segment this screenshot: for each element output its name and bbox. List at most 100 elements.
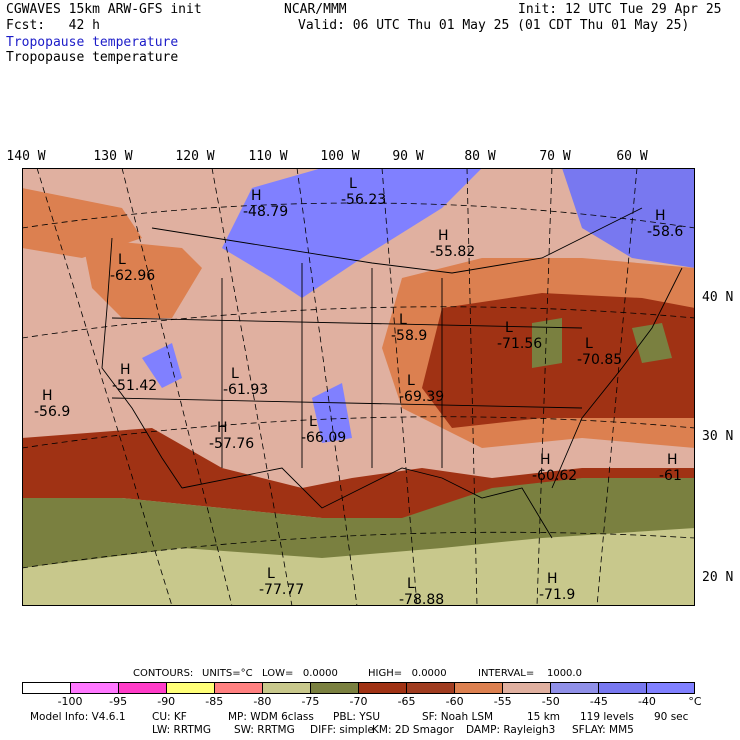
- color-bar-tick: -90: [157, 695, 176, 708]
- color-bar-tick: -45: [589, 695, 608, 708]
- map-label-letter: H: [540, 452, 551, 468]
- color-swatch: [311, 683, 359, 693]
- map-label-value: -69.39: [399, 389, 444, 405]
- field-title-1: Tropopause temperature: [6, 35, 179, 50]
- color-swatch: [71, 683, 119, 693]
- model-info-item: DAMP: Rayleigh3: [466, 724, 556, 736]
- field-title-2: Tropopause temperature: [6, 50, 179, 65]
- lat-label: 40 N: [702, 290, 734, 305]
- map-label-value: -58.9: [391, 328, 427, 344]
- color-swatch: [167, 683, 215, 693]
- map-label-letter: H: [438, 228, 449, 244]
- lat-label: 20 N: [702, 570, 734, 585]
- lon-label: 110 W: [248, 149, 288, 164]
- color-bar-tick: -60: [445, 695, 464, 708]
- lon-label: 140 W: [6, 149, 46, 164]
- map-label-letter: H: [42, 388, 53, 404]
- contours-low: LOW= 0.0000: [262, 668, 338, 679]
- map-label-letter: L: [585, 336, 593, 352]
- map-label-value: -66.09: [301, 430, 346, 446]
- contours-label: CONTOURS:: [133, 668, 194, 679]
- zone-pacific-nw: [82, 238, 202, 318]
- valid-time: Valid: 06 UTC Thu 01 May 25 (01 CDT Thu …: [298, 18, 690, 33]
- color-bar-tick: -100: [57, 695, 83, 708]
- zone-east-green: [532, 318, 562, 368]
- color-bar-tick: -40: [637, 695, 656, 708]
- color-swatch: [119, 683, 167, 693]
- map-label-value: -48.79: [243, 204, 288, 220]
- lon-label: 60 W: [616, 149, 648, 164]
- map-label-value: -61: [659, 468, 682, 484]
- zone-atlantic-blue: [562, 168, 695, 268]
- model-info-item: 90 sec: [654, 711, 689, 723]
- color-swatch: [551, 683, 599, 693]
- map-label-letter: H: [667, 452, 678, 468]
- tropopause-temperature-map: L-56.23H-48.79H-55.82L-62.96H-58.6L-58.9…: [22, 168, 695, 606]
- map-label-value: -56.23: [341, 192, 386, 208]
- lon-label: 70 W: [539, 149, 571, 164]
- zone-east-green-2: [632, 323, 672, 363]
- zone-tropics-tan: [22, 528, 695, 606]
- model-info-item: MP: WDM 6class: [228, 711, 314, 723]
- model-info-item: Model Info: V4.6.1: [30, 711, 126, 723]
- map-frame: [22, 168, 695, 606]
- map-label-letter: L: [407, 576, 415, 592]
- map-label-letter: L: [231, 366, 239, 382]
- map-label-value: -77.77: [259, 582, 304, 598]
- color-bar-tick: -70: [349, 695, 368, 708]
- contours-high: HIGH= 0.0000: [368, 668, 447, 679]
- coastlines-borders: [101, 207, 683, 539]
- color-bar-tick: -85: [205, 695, 224, 708]
- map-label-value: -78.88: [399, 592, 444, 606]
- color-swatch: [23, 683, 71, 693]
- color-bar-tick: -75: [301, 695, 320, 708]
- map-label-letter: L: [118, 252, 126, 268]
- init-time: Init: 12 UTC Tue 29 Apr 25: [518, 2, 722, 17]
- map-label-letter: L: [407, 373, 415, 389]
- lon-label: 90 W: [392, 149, 424, 164]
- model-info-item: 15 km: [527, 711, 561, 723]
- zone-great-basin-blue: [142, 343, 182, 388]
- map-label-letter: L: [505, 320, 513, 336]
- map-label-value: -62.96: [110, 268, 155, 284]
- org-label: NCAR/MMM: [284, 2, 347, 17]
- map-label-value: -57.76: [209, 436, 254, 452]
- map-label-value: -51.42: [112, 378, 157, 394]
- color-bar-tick: -95: [109, 695, 128, 708]
- lat-lon-grid: [22, 168, 695, 606]
- model-info-item: SF: Noah LSM: [422, 711, 494, 723]
- lon-label: 120 W: [175, 149, 215, 164]
- model-info-item: SFLAY: MM5: [572, 724, 634, 736]
- map-label-letter: H: [251, 188, 262, 204]
- lat-label: 30 N: [702, 429, 734, 444]
- color-swatch: [407, 683, 455, 693]
- color-swatch: [503, 683, 551, 693]
- color-swatch: [215, 683, 263, 693]
- lon-label: 80 W: [464, 149, 496, 164]
- color-swatch: [455, 683, 503, 693]
- map-label-letter: L: [399, 312, 407, 328]
- contours-units: UNITS=°C: [202, 668, 253, 679]
- map-label-letter: L: [267, 566, 275, 582]
- color-bar-tick: °C: [688, 695, 702, 708]
- color-swatch: [599, 683, 647, 693]
- map-label-letter: L: [309, 414, 317, 430]
- color-swatch: [647, 683, 694, 693]
- map-label-value: -61.93: [223, 382, 268, 398]
- map-label-value: -60.62: [532, 468, 577, 484]
- lon-label: 130 W: [93, 149, 133, 164]
- zone-texas-blue: [312, 383, 352, 443]
- color-swatch: [263, 683, 311, 693]
- color-bar: [22, 682, 695, 694]
- color-swatch: [359, 683, 407, 693]
- zone-canada-blue: [222, 168, 482, 298]
- model-info-item: SW: RRTMG: [234, 724, 295, 736]
- model-info-item: CU: KF: [152, 711, 187, 723]
- color-bar-tick: -80: [253, 695, 272, 708]
- model-info-item: PBL: YSU: [333, 711, 381, 723]
- contours-interval: INTERVAL= 1000.0: [478, 668, 582, 679]
- lon-label: 100 W: [320, 149, 360, 164]
- model-info-item: LW: RRTMG: [152, 724, 211, 736]
- model-title: CGWAVES 15km ARW-GFS init: [6, 2, 202, 17]
- model-info-item: DIFF: simple: [310, 724, 374, 736]
